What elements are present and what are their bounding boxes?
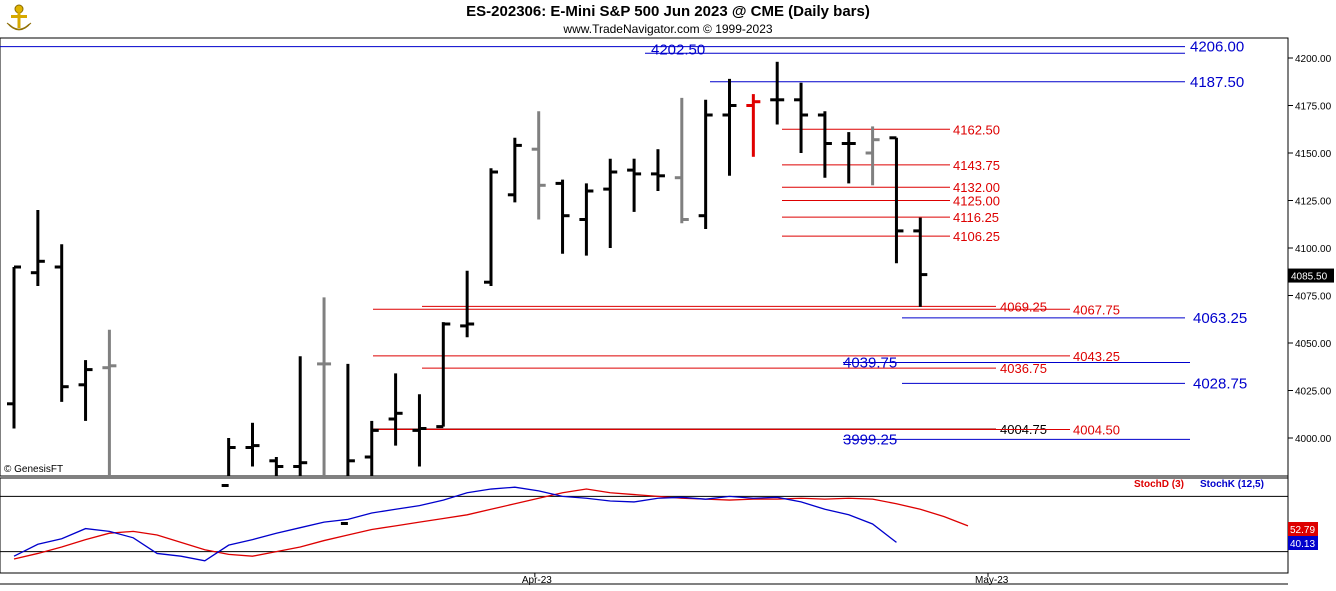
price-pane [0,37,1289,477]
stochK-legend: StochK (12,5) [1200,479,1264,490]
level-label: 4028.75 [1193,375,1247,392]
level-label: 4125.00 [953,194,1000,209]
level-label: 4202.50 [651,41,705,58]
level-label: 4162.50 [953,122,1000,137]
stoch-line [13,488,969,560]
y-tick-label: 4125.00 [1295,197,1332,208]
chart-subtitle: www.TradeNavigator.com © 1999-2023 [563,22,773,36]
axis-ticks: 4200.00 4175.00 4150.00 4125.00 4100.00 4075.… [522,54,1334,586]
level-label: 4004.50 [1073,422,1120,437]
x-tick-label: Apr-23 [522,575,552,586]
stochD-badge [1288,522,1318,536]
level-label: 3999.25 [843,431,897,448]
x-tick-label: May-23 [975,575,1009,586]
level-label: 4067.75 [1073,302,1120,317]
level-label: 4043.25 [1073,349,1120,364]
price-bars [7,61,928,525]
copyright-label: © GenesisFT [4,464,63,475]
level-label: 4063.25 [1193,310,1247,327]
level-label: 4132.00 [953,180,1000,195]
price-levels: 4206.00 4202.50 4187.50 4162.50 4143.75 4132.… [0,39,1247,448]
y-tick-label: 4175.00 [1295,102,1332,113]
chart-title: ES-202306: E-Mini S&P 500 Jun 2023 @ CME… [466,3,870,20]
stoch-line [13,486,897,562]
chart-labels: © GenesisFT [4,464,63,475]
stochD-legend: StochD (3) [1134,479,1184,490]
anchor-logo-icon[interactable] [3,3,35,40]
stoch-pane [0,477,1289,574]
stochK-value: 40.13 [1290,539,1315,550]
chart-panes [0,37,1336,585]
level-label: 4036.75 [1000,361,1047,376]
y-tick-label: 4025.00 [1295,387,1332,398]
y-tick-label: 4200.00 [1295,54,1332,65]
y-tick-label: 4150.00 [1295,149,1332,160]
last-price-label: 4085.50 [1291,272,1328,283]
level-label: 4187.50 [1190,74,1244,91]
stochD-value: 52.79 [1290,525,1315,536]
level-label: 4069.25 [1000,299,1047,314]
y-tick-label: 4100.00 [1295,244,1332,255]
y-tick-label: 4050.00 [1295,339,1332,350]
last-price-badge [1288,268,1334,283]
level-label: 4143.75 [953,158,1000,173]
axis-background [1288,38,1336,573]
stochastic-panel: StochD (3) StochK (12,5) 52.79 40.13 [0,479,1318,562]
level-label: 4106.25 [953,229,1000,244]
level-label: 4116.25 [953,210,999,225]
level-label: 4206.00 [1190,39,1244,56]
stochK-badge [1288,536,1318,550]
y-tick-label: 4000.00 [1295,434,1332,445]
level-label: 4039.75 [843,354,897,371]
chart-header: ES-202306: E-Mini S&P 500 Jun 2023 @ CME… [0,0,1336,38]
y-tick-label: 4075.00 [1295,292,1332,303]
